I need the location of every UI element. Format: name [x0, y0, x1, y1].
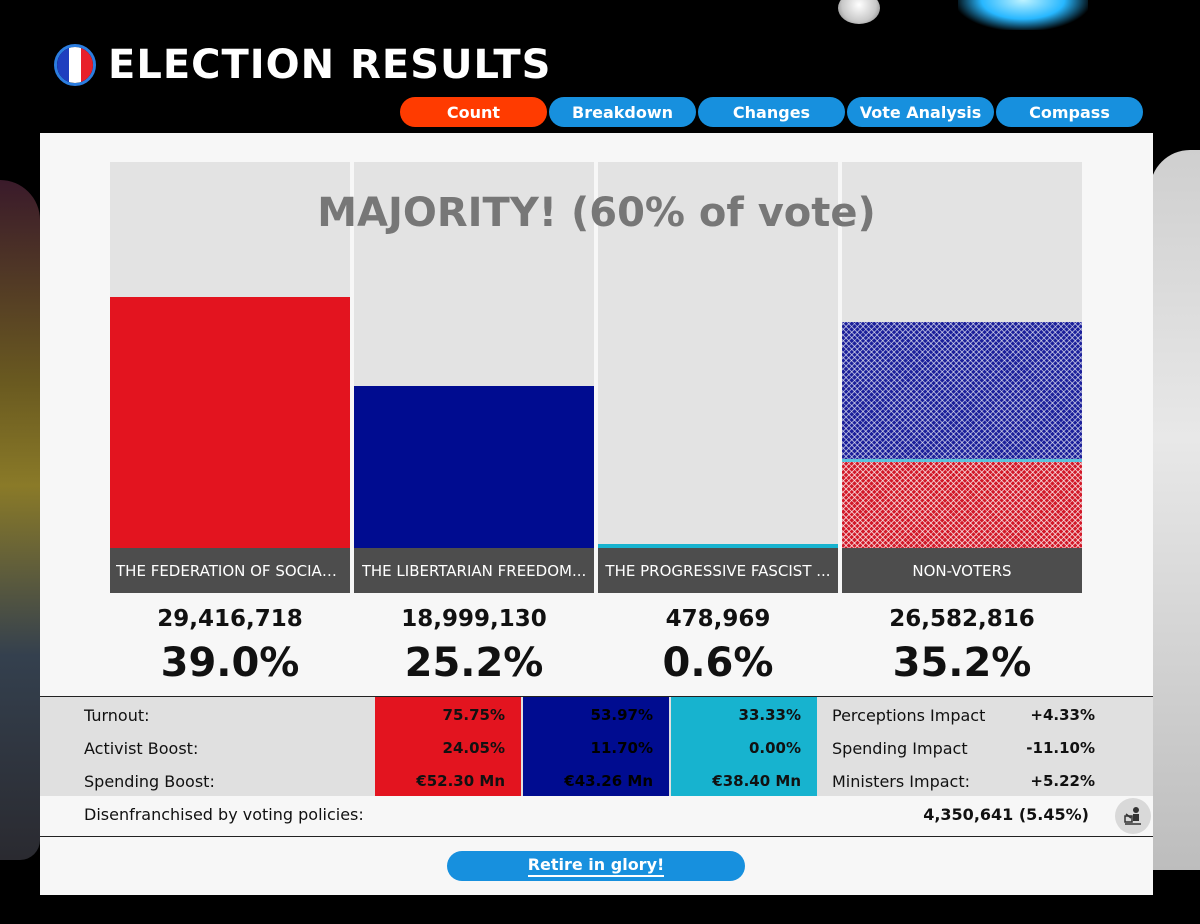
party-label-libertarian[interactable]: THE LIBERTARIAN FREEDOM...: [354, 548, 594, 593]
stat-value: 24.05%: [442, 739, 505, 757]
stat-value: €52.30 Mn: [416, 772, 505, 790]
party-column-progressive-fascist: THE PROGRESSIVE FASCIST ...: [598, 162, 838, 593]
retire-button[interactable]: Retire in glory!: [447, 851, 745, 881]
stat-value: €38.40 Mn: [712, 772, 801, 790]
stats-column-libertarian: 53.97% 11.70% €43.26 Mn: [523, 697, 669, 796]
background-light-orb: [958, 0, 1088, 30]
tab-bar: Count Breakdown Changes Vote Analysis Co…: [400, 97, 1143, 127]
party-label-federation[interactable]: THE FEDERATION OF SOCIAL...: [110, 548, 350, 593]
vote-percent: 0.6%: [662, 640, 774, 686]
vote-count: 29,416,718: [157, 606, 303, 632]
bar-background: [598, 162, 838, 548]
background-character-right: [1150, 150, 1200, 870]
party-column-federation: THE FEDERATION OF SOCIAL...: [110, 162, 350, 593]
spending-boost-label: Spending Boost:: [84, 772, 215, 791]
party-column-libertarian: THE LIBERTARIAN FREEDOM...: [354, 162, 594, 593]
stat-value: 11.70%: [590, 739, 653, 757]
stat-value: €43.26 Mn: [564, 772, 653, 790]
bar-federation: [110, 297, 350, 548]
tab-compass[interactable]: Compass: [996, 97, 1143, 127]
stat-value: 0.00%: [748, 739, 801, 757]
tab-breakdown[interactable]: Breakdown: [549, 97, 696, 127]
france-flag-icon: [54, 44, 96, 86]
perceptions-impact-value: +4.33%: [1030, 706, 1095, 724]
bar-libertarian: [354, 386, 594, 548]
spending-impact-label: Spending Impact: [832, 739, 968, 758]
vote-percent: 25.2%: [404, 640, 544, 686]
disenfranchised-label: Disenfranchised by voting policies:: [84, 805, 364, 824]
bar-non-voters-red: [842, 462, 1082, 548]
turnout-label: Turnout:: [84, 706, 150, 725]
page-title: ELECTION RESULTS: [108, 42, 552, 88]
results-chart: THE FEDERATION OF SOCIAL... THE LIBERTAR…: [110, 162, 1083, 593]
majority-label: MAJORITY! (60% of vote): [317, 190, 876, 236]
disenfranchised-row: Disenfranchised by voting policies: 4,35…: [40, 796, 1153, 837]
stat-value: 33.33%: [738, 706, 801, 724]
party-label-non-voters[interactable]: NON-VOTERS: [842, 548, 1082, 593]
vote-count: 478,969: [665, 606, 771, 632]
vote-percent: 39.0%: [160, 640, 300, 686]
results-panel: THE FEDERATION OF SOCIAL... THE LIBERTAR…: [40, 133, 1153, 895]
party-column-non-voters: NON-VOTERS: [842, 162, 1082, 593]
header: ELECTION RESULTS: [54, 40, 551, 90]
tab-count[interactable]: Count: [400, 97, 547, 127]
stats-column-federation: 75.75% 24.05% €52.30 Mn: [375, 697, 521, 796]
party-label-progressive-fascist[interactable]: THE PROGRESSIVE FASCIST ...: [598, 548, 838, 593]
vote-count: 26,582,816: [889, 606, 1035, 632]
bar-non-voters-blue: [842, 322, 1082, 462]
vote-count: 18,999,130: [401, 606, 547, 632]
ministers-impact-label: Ministers Impact:: [832, 772, 971, 791]
ministers-impact-value: +5.22%: [1030, 772, 1095, 790]
stat-value: 75.75%: [442, 706, 505, 724]
spending-impact-value: -11.10%: [1026, 739, 1095, 757]
background-character-left: [0, 180, 40, 860]
disenfranchised-value: 4,350,641 (5.45%): [923, 805, 1089, 824]
stat-value: 53.97%: [590, 706, 653, 724]
background-ball: [838, 0, 880, 24]
tab-vote-analysis[interactable]: Vote Analysis: [847, 97, 994, 127]
stats-column-progressive-fascist: 33.33% 0.00% €38.40 Mn: [671, 697, 817, 796]
voting-policy-icon[interactable]: [1115, 798, 1151, 834]
perceptions-impact-label: Perceptions Impact: [832, 706, 986, 725]
stats-table: Turnout: Activist Boost: Spending Boost:…: [40, 696, 1153, 797]
tab-changes[interactable]: Changes: [698, 97, 845, 127]
activist-boost-label: Activist Boost:: [84, 739, 199, 758]
vote-percent: 35.2%: [892, 640, 1032, 686]
bar-progressive-fascist: [598, 544, 838, 548]
